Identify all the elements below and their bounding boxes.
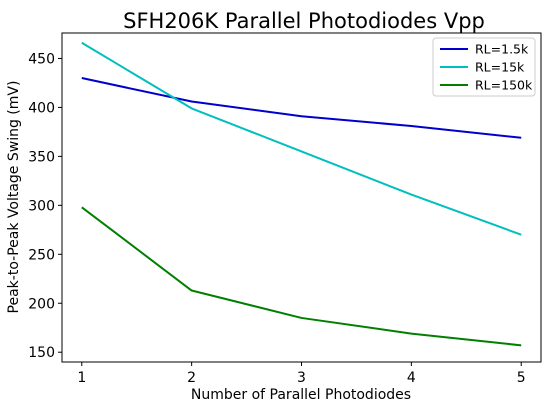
legend-frame (432, 37, 536, 97)
y-tick-label: 400 (28, 100, 55, 116)
x-tick-label: 5 (517, 370, 526, 386)
x-tick-label: 3 (297, 370, 306, 386)
y-tick-label: 450 (28, 51, 55, 67)
y-tick-label: 150 (28, 345, 55, 361)
y-axis-label: Peak-to-Peak Voltage Swing (mV) (6, 81, 22, 314)
chart-title: SFH206K Parallel Photodiodes Vpp (123, 9, 485, 33)
x-axis-label: Number of Parallel Photodiodes (191, 387, 411, 403)
y-axis: 150 200 250 300 350 400 450 (28, 51, 62, 361)
series-line-1 (81, 77, 522, 139)
y-tick-label: 250 (28, 247, 55, 263)
legend-label-2: RL=15k (475, 60, 525, 75)
legend-items: RL=1.5k RL=15k RL=150k (440, 42, 533, 93)
y-tick-label: 300 (28, 198, 55, 214)
y-tick-label: 200 (28, 296, 55, 312)
series-line-3 (81, 206, 522, 347)
x-axis: 1 2 3 4 5 (77, 362, 526, 386)
x-tick-label: 4 (407, 370, 416, 386)
x-tick-label: 1 (77, 370, 86, 386)
legend: RL=1.5k RL=15k RL=150k (432, 37, 536, 97)
series-layer (81, 41, 522, 347)
plot-area: 1 2 3 4 5 150 200 250 300 350 400 450 (28, 32, 542, 386)
legend-label-3: RL=150k (475, 78, 533, 93)
series-line-2 (81, 41, 522, 236)
x-tick-label: 2 (187, 370, 196, 386)
legend-label-1: RL=1.5k (475, 42, 529, 57)
y-tick-label: 350 (28, 149, 55, 165)
